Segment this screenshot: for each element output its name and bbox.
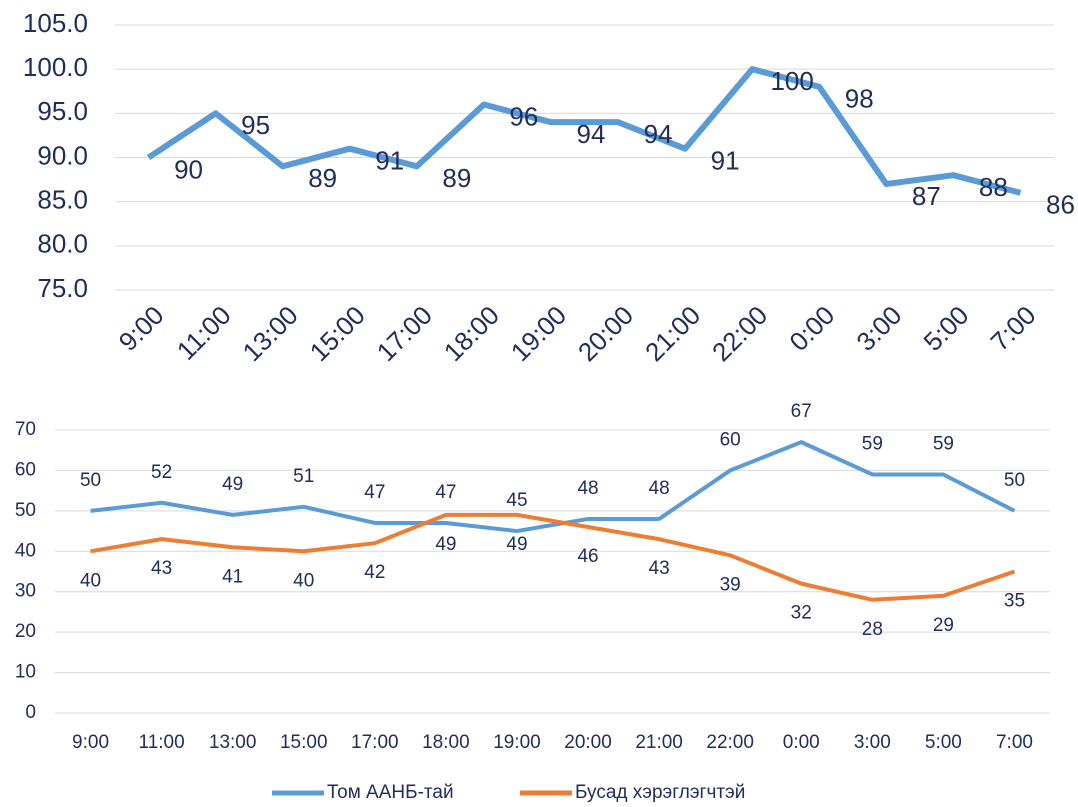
x-tick-label: 22:00 (706, 732, 754, 753)
data-label: 43 (649, 558, 670, 579)
data-label: 40 (80, 570, 101, 591)
data-label: 41 (222, 566, 243, 587)
data-label: 35 (1004, 591, 1025, 612)
data-label: 87 (912, 181, 941, 211)
chart: 0 10 20 30 40 50 60 70 9:00 11:00 13:00 15:00 17:00 1… (15, 401, 1050, 803)
data-label: 46 (577, 546, 598, 567)
x-tick-label: 18:00 (438, 300, 505, 367)
data-label: 32 (791, 603, 812, 624)
x-tick-label: 20:00 (572, 300, 639, 367)
data-label: 45 (506, 490, 527, 511)
x-tick-label: 0:00 (783, 300, 840, 357)
x-tick-label: 3:00 (854, 732, 891, 753)
x-tick-label: 7:00 (985, 300, 1042, 357)
data-label: 48 (649, 478, 670, 499)
x-tick-label: 18:00 (422, 732, 470, 753)
x-tick-label: 19:00 (493, 732, 541, 753)
data-label: 49 (435, 534, 456, 555)
x-tick-label: 17:00 (351, 732, 399, 753)
data-label: 59 (933, 433, 954, 454)
legend-label: Бусад хэрэглэгчтэй (575, 782, 745, 803)
data-label: 48 (577, 478, 598, 499)
y-tick-label: 60 (15, 459, 36, 480)
x-tick-label: 17:00 (371, 300, 438, 367)
data-label: 49 (222, 474, 243, 495)
data-label: 50 (80, 470, 101, 491)
x-tick-label: 5:00 (925, 732, 962, 753)
data-label: 91 (375, 146, 404, 176)
data-label: 51 (293, 466, 314, 487)
data-label: 42 (364, 562, 385, 583)
y-tick-label: 100.0 (23, 52, 88, 82)
y-tick-label: 10 (15, 662, 36, 683)
data-label: 94 (577, 119, 606, 149)
y-tick-label: 0 (25, 702, 36, 723)
y-tick-label: 75.0 (37, 273, 88, 303)
y-tick-label: 80.0 (37, 229, 88, 259)
data-label: 100 (770, 66, 813, 96)
x-tick-label: 9:00 (113, 300, 170, 357)
x-tick-label: 9:00 (72, 732, 109, 753)
data-label: 49 (506, 534, 527, 555)
data-label: 50 (1004, 470, 1025, 491)
y-tick-label: 30 (15, 581, 36, 602)
data-label: 47 (435, 482, 456, 503)
y-tick-label: 95.0 (37, 96, 88, 126)
data-label: 95 (241, 110, 270, 140)
data-label: 40 (293, 570, 314, 591)
data-label: 67 (791, 401, 812, 422)
y-tick-label: 105.0 (23, 8, 88, 38)
data-label: 52 (151, 462, 172, 483)
x-tick-label: 20:00 (564, 732, 612, 753)
x-tick-label: 15:00 (280, 732, 328, 753)
line-series (90, 512, 1016, 602)
line-series (146, 66, 1022, 196)
y-tick-label: 20 (15, 621, 36, 642)
y-tick-label: 85.0 (37, 185, 88, 215)
line-series (90, 440, 1016, 534)
data-label: 60 (720, 429, 741, 450)
x-tick-label: 13:00 (237, 300, 304, 367)
data-label: 88 (979, 172, 1008, 202)
data-label: 47 (364, 482, 385, 503)
y-tick-label: 90.0 (37, 140, 88, 170)
data-label: 59 (862, 433, 883, 454)
x-tick-label: 15:00 (304, 300, 371, 367)
legend-label: Том ААНБ-тай (327, 782, 454, 803)
x-tick-label: 3:00 (850, 300, 907, 357)
data-label: 86 (1046, 190, 1075, 220)
data-label: 91 (711, 146, 740, 176)
data-label: 96 (509, 101, 538, 131)
x-tick-label: 19:00 (505, 300, 572, 367)
x-tick-label: 22:00 (706, 300, 773, 367)
data-label: 94 (644, 119, 673, 149)
data-label: 89 (308, 163, 337, 193)
y-tick-label: 70 (15, 419, 36, 440)
data-label: 90 (174, 154, 203, 184)
data-label: 29 (933, 615, 954, 636)
x-tick-label: 21:00 (635, 732, 683, 753)
x-tick-label: 7:00 (996, 732, 1033, 753)
y-tick-label: 40 (15, 540, 36, 561)
data-label: 43 (151, 558, 172, 579)
data-label: 89 (442, 163, 471, 193)
x-tick-label: 21:00 (639, 300, 706, 367)
data-label: 28 (862, 619, 883, 640)
x-tick-label: 0:00 (783, 732, 820, 753)
data-label: 98 (845, 84, 874, 114)
y-tick-label: 50 (15, 500, 36, 521)
x-tick-label: 11:00 (171, 300, 237, 366)
x-tick-label: 11:00 (139, 732, 185, 753)
data-label: 39 (720, 574, 741, 595)
x-tick-label: 13:00 (209, 732, 257, 753)
x-tick-label: 5:00 (917, 300, 974, 357)
